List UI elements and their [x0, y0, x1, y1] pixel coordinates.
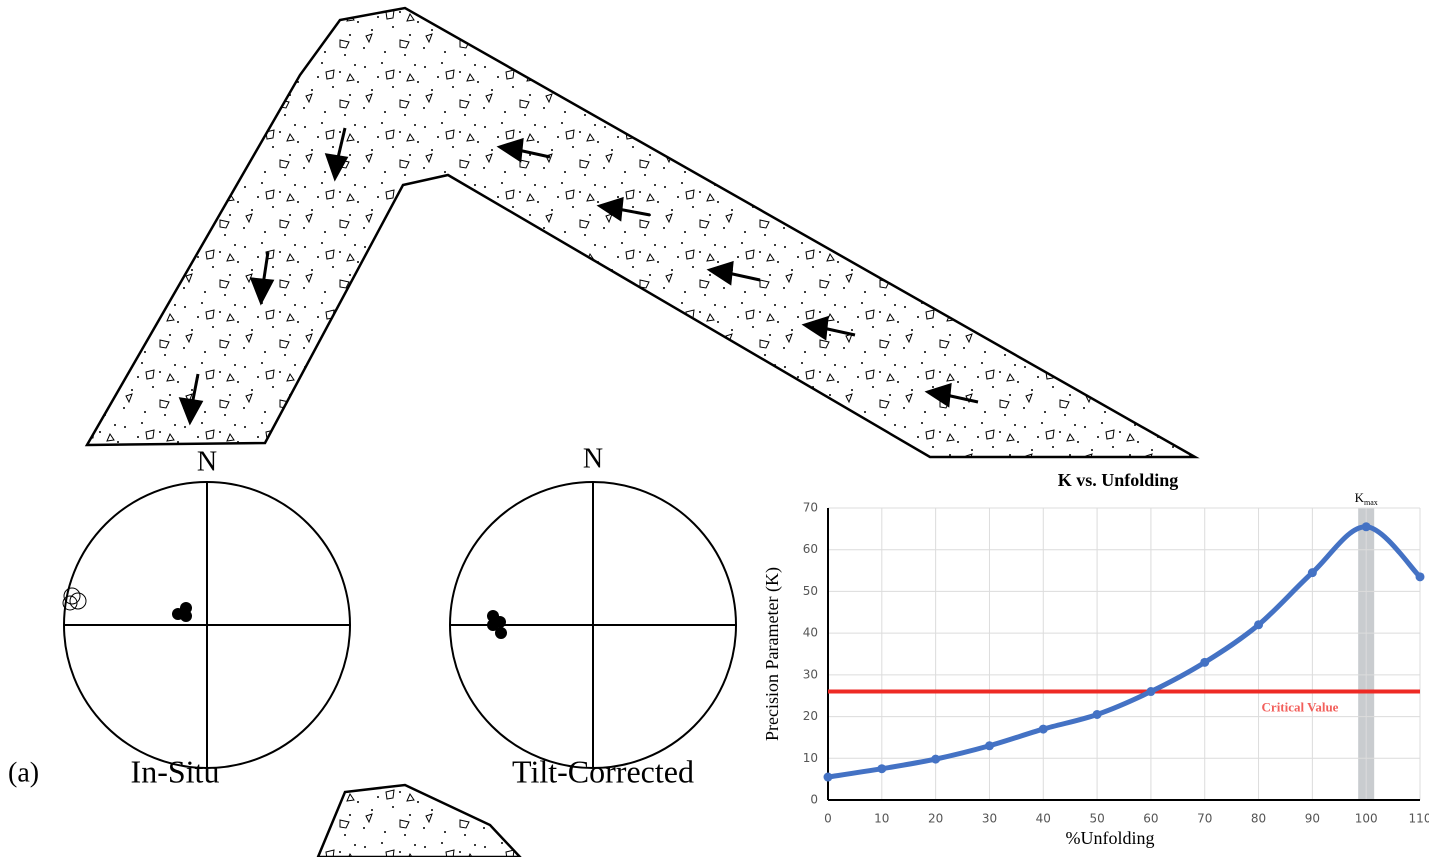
caption: In-Situ	[131, 753, 220, 789]
y-tick-label: 60	[803, 542, 818, 556]
kmax-subscript: max	[1364, 498, 1378, 507]
x-tick-label: 30	[982, 812, 997, 826]
chart: 0 10 20 30 40 50 60 70 0 10 20 30 40 50 60 70 80 90 100 110…	[762, 470, 1429, 848]
chart-title: K vs. Unfolding	[1058, 470, 1179, 490]
x-tick-label: 10	[874, 812, 889, 826]
data-point	[1146, 687, 1155, 696]
x-axis-label: %Unfolding	[1066, 828, 1155, 848]
data-point	[1308, 568, 1317, 577]
x-tick-label: 80	[1251, 812, 1266, 826]
data-point	[1093, 710, 1102, 719]
y-tick-label: 50	[803, 584, 818, 598]
fold-diagram	[87, 8, 1195, 857]
x-tick-label: 0	[824, 812, 832, 826]
north-label: N	[583, 443, 603, 474]
data-point	[824, 773, 833, 782]
x-tick-label: 40	[1036, 812, 1051, 826]
data-point	[931, 755, 940, 764]
figure: N N In-Situ Tilt-Corrected (a) 0 10 20 30 40…	[0, 0, 1429, 857]
panel-label: (a)	[8, 757, 39, 788]
y-tick-label: 0	[810, 793, 818, 807]
y-tick-label: 20	[803, 709, 818, 723]
data-point	[1362, 522, 1371, 531]
y-axis-label: Precision Parameter (K)	[762, 567, 783, 741]
x-tick-label: 70	[1197, 812, 1212, 826]
series-line	[828, 527, 1420, 777]
data-point	[985, 741, 994, 750]
data-point	[877, 764, 886, 773]
y-tick-label: 40	[803, 626, 818, 640]
x-tick-label: 20	[928, 812, 943, 826]
data-point	[1254, 620, 1263, 629]
x-tick-label: 100	[1355, 812, 1378, 826]
north-label: N	[197, 446, 217, 477]
y-tick-label: 10	[803, 751, 818, 765]
kmax-label: Kmax	[1355, 490, 1378, 507]
x-tick-label: 50	[1089, 812, 1104, 826]
y-tick-label: 70	[803, 501, 818, 515]
x-tick-label: 90	[1305, 812, 1320, 826]
data-point	[1200, 658, 1209, 667]
caption: Tilt-Corrected	[512, 753, 694, 789]
data-point	[1039, 725, 1048, 734]
stereonets	[63, 482, 736, 768]
critical-label: Critical Value	[1262, 700, 1339, 715]
y-tick-label: 30	[803, 667, 818, 681]
data-point	[1416, 572, 1425, 581]
x-tick-label: 110	[1409, 812, 1429, 826]
x-tick-label: 60	[1143, 812, 1158, 826]
